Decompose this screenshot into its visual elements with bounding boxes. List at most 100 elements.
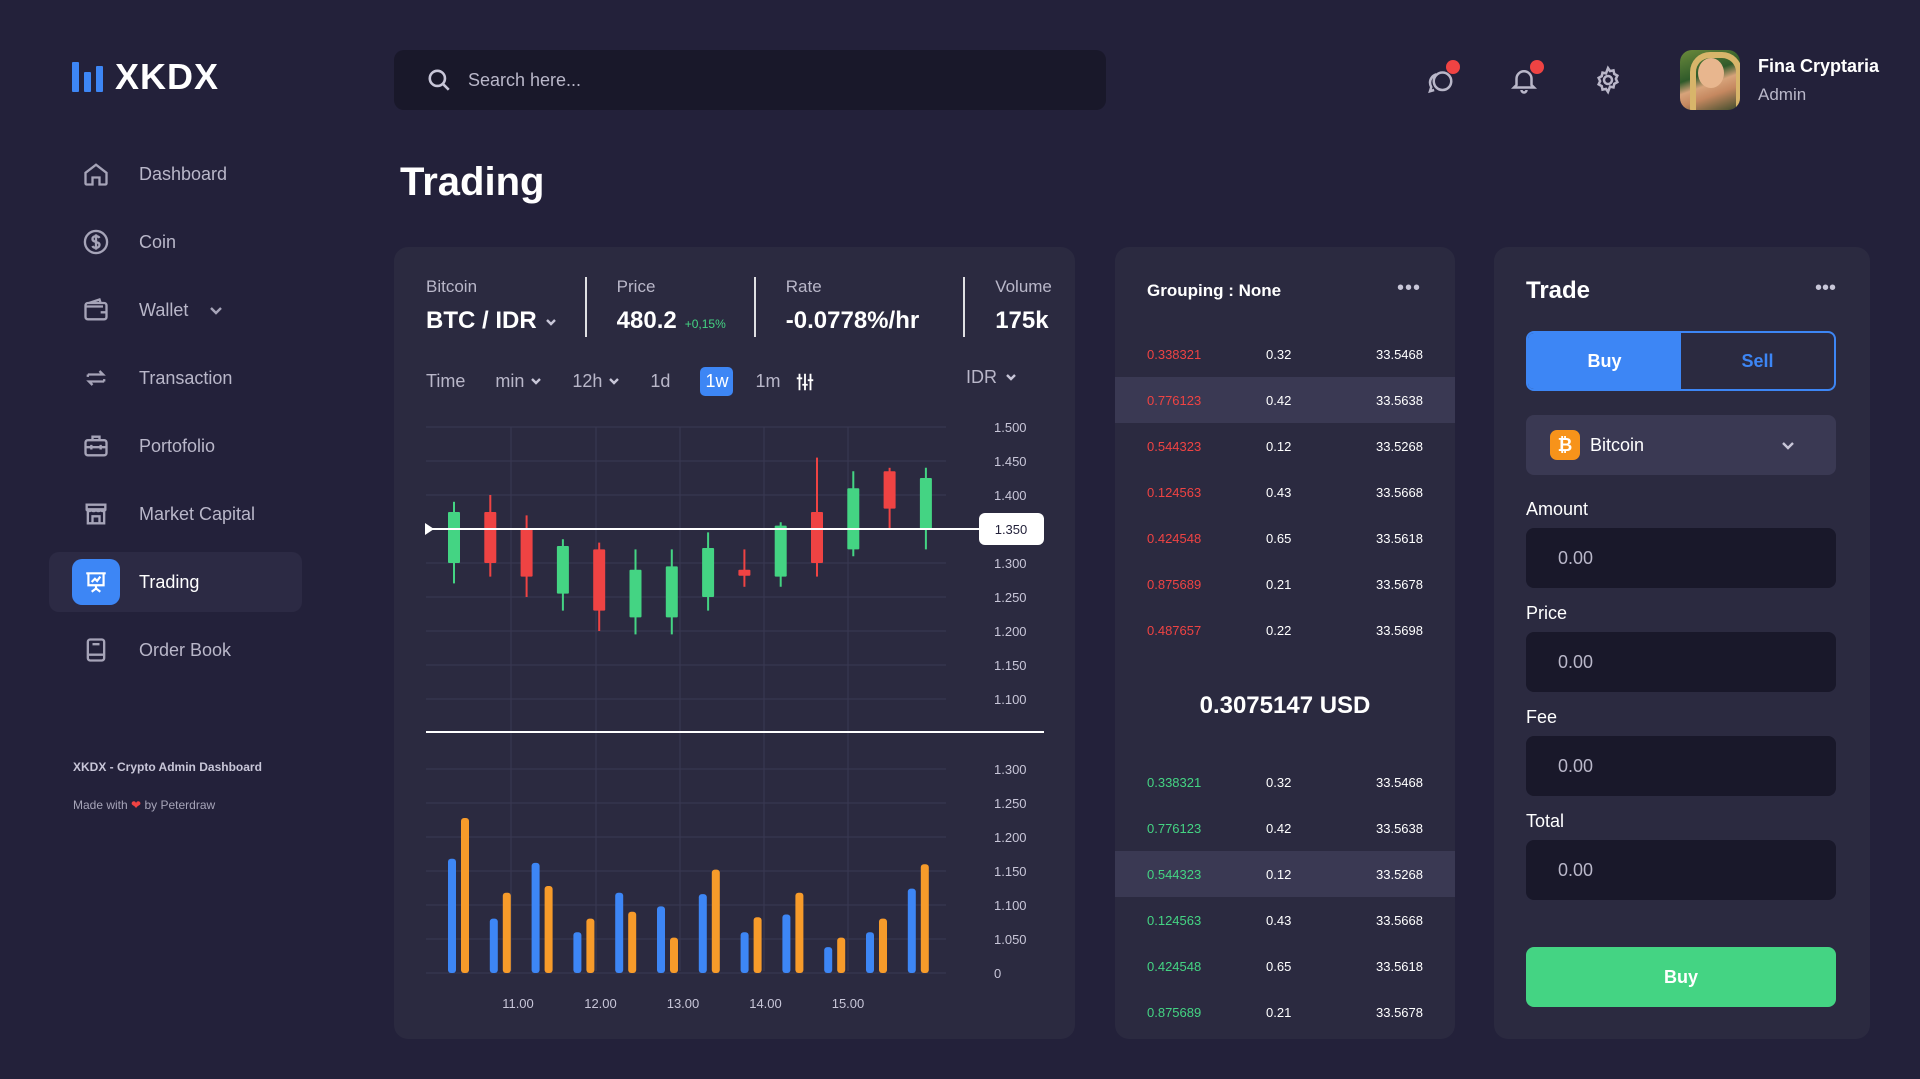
1d-button[interactable]: 1d: [650, 371, 671, 391]
1w-button[interactable]: 1w: [700, 367, 734, 396]
user-role: Admin: [1758, 84, 1807, 104]
sidebar-item-dashboard[interactable]: Dashboard: [49, 144, 302, 204]
orderbook-row[interactable]: 0.776123 0.42 33.5638: [1115, 377, 1455, 423]
orderbook-row[interactable]: 0.338321 0.32 33.5468: [1115, 759, 1455, 805]
logo-bars-icon: [72, 62, 103, 92]
candle: [448, 512, 460, 563]
orderbook-row[interactable]: 0.424548 0.65 33.5618: [1115, 943, 1455, 989]
price-label: Price: [1526, 603, 1568, 623]
chat-notification-dot: [1446, 60, 1460, 74]
chevron-down-icon[interactable]: [545, 307, 557, 335]
sliders-icon: [797, 373, 814, 390]
trade-panel: Trade ••• Buy Sell ₿ Bitcoin Amount Pric…: [1494, 247, 1870, 1039]
price-cell: 0.424548: [1147, 530, 1202, 546]
search-icon[interactable]: [426, 67, 452, 93]
orderbook-row[interactable]: 0.338321 0.32 33.5468: [1115, 331, 1455, 377]
amount-cell: 0.65: [1266, 958, 1292, 974]
orderbook-row[interactable]: 0.776123 0.42 33.5638: [1115, 805, 1455, 851]
currency-dropdown[interactable]: IDR: [966, 367, 1017, 388]
price-cell: 0.124563: [1147, 484, 1202, 500]
chevron-down-icon[interactable]: [208, 302, 224, 318]
fee-input[interactable]: [1558, 755, 1818, 777]
orderbook-row[interactable]: 0.544323 0.12 33.5268: [1115, 423, 1455, 469]
price-change: +0,15%: [684, 317, 726, 331]
store-icon: [81, 499, 111, 529]
12h-dropdown[interactable]: 12h: [572, 371, 620, 392]
total-input[interactable]: [1558, 859, 1818, 881]
more-icon[interactable]: •••: [1814, 277, 1836, 299]
settings-button[interactable]: [1588, 60, 1628, 100]
tab-sell[interactable]: Sell: [1741, 350, 1774, 371]
orderbook-row[interactable]: 0.875689 0.21 33.5678: [1115, 561, 1455, 607]
min-dropdown[interactable]: min: [495, 371, 542, 392]
1m-button[interactable]: 1m: [755, 371, 781, 391]
user-profile[interactable]: Fina Cryptaria Admin: [1680, 50, 1879, 110]
total-label: Total: [1526, 811, 1565, 831]
sidebar-item-label: Wallet: [139, 299, 189, 320]
trade-title: Trade: [1526, 277, 1591, 304]
candle: [520, 529, 533, 577]
brand-logo[interactable]: XKDX: [72, 56, 219, 98]
mid-price: 0.3075147 USD: [1199, 692, 1371, 719]
total-cell: 33.5268: [1376, 438, 1423, 454]
coin-select[interactable]: ₿ Bitcoin: [1526, 415, 1836, 475]
orderbook-row[interactable]: 0.124563 0.43 33.5668: [1115, 469, 1455, 515]
rate-stat: Rate -0.0778%/hr: [785, 277, 920, 334]
home-icon: [81, 159, 111, 189]
candle: [484, 512, 497, 563]
volume-bar: [628, 911, 637, 973]
y-tick-label: 1.050: [994, 932, 1027, 947]
volume-bar: [795, 892, 804, 973]
chat-button[interactable]: [1420, 60, 1460, 100]
trading-chart[interactable]: 1.500 1.450 1.400 1.300 1.250 1.200 1.150 1.100…: [394, 247, 1075, 1039]
total-cell: 33.5468: [1376, 346, 1423, 362]
amount-cell: 0.12: [1266, 866, 1292, 882]
amount-cell: 0.43: [1266, 484, 1292, 500]
search-input[interactable]: [468, 69, 1028, 91]
notification-button[interactable]: [1504, 60, 1544, 100]
grouping-label[interactable]: Grouping : None: [1147, 281, 1282, 300]
presentation-chart-icon: [72, 559, 120, 605]
orderbook-row[interactable]: 0.124563 0.43 33.5668: [1115, 897, 1455, 943]
volume-value: 175k: [995, 307, 1049, 334]
sidebar-item-transaction[interactable]: Transaction: [49, 348, 302, 408]
sidebar-item-trading[interactable]: Trading: [49, 552, 302, 612]
amount-cell: 0.21: [1266, 1004, 1292, 1020]
orderbook-row[interactable]: 0.875689 0.21 33.5678: [1115, 989, 1455, 1035]
pair-stat[interactable]: Bitcoin BTC / IDR: [426, 277, 585, 337]
sidebar-item-market-capital[interactable]: Market Capital: [49, 484, 302, 544]
buy-button[interactable]: Buy: [1526, 947, 1836, 1007]
price-field-box: [1526, 632, 1836, 692]
y-tick-label: 1.200: [994, 830, 1027, 845]
orderbook-row[interactable]: 0.544323 0.12 33.5268: [1115, 851, 1455, 897]
sidebar-item-label: Trading: [139, 571, 200, 592]
y-tick-label: 1.150: [994, 658, 1027, 673]
price-cell: 0.875689: [1147, 576, 1202, 592]
x-tick-label: 12.00: [584, 996, 617, 1011]
amount-field-box: [1526, 528, 1836, 588]
sidebar-item-portofolio[interactable]: Portofolio: [49, 416, 302, 476]
sidebar-footer: XKDX - Crypto Admin Dashboard Made with …: [73, 760, 262, 812]
chevron-down-icon: [608, 371, 620, 392]
stat-divider: [753, 277, 756, 337]
candle: [847, 488, 860, 550]
tab-buy[interactable]: Buy: [1528, 333, 1681, 389]
volume-bar: [753, 917, 762, 973]
sidebar-item-wallet[interactable]: Wallet: [49, 280, 302, 340]
sidebar-item-label: Order Book: [139, 639, 232, 660]
orderbook-row[interactable]: 0.424548 0.65 33.5618: [1115, 515, 1455, 561]
amount-cell: 0.65: [1266, 530, 1292, 546]
price-input[interactable]: [1558, 651, 1818, 673]
total-cell: 33.5668: [1376, 912, 1423, 928]
volume-bar: [573, 932, 582, 973]
sidebar-item-coin[interactable]: Coin: [49, 212, 302, 272]
indicator-settings-button[interactable]: [794, 371, 816, 393]
sidebar-item-order-book[interactable]: Order Book: [49, 620, 302, 680]
y-tick-label: 1.300: [994, 762, 1027, 777]
more-icon[interactable]: •••: [1396, 277, 1421, 299]
total-cell: 33.5618: [1376, 530, 1423, 546]
sidebar-item-label: Portofolio: [139, 435, 216, 456]
amount-input[interactable]: [1558, 547, 1818, 569]
